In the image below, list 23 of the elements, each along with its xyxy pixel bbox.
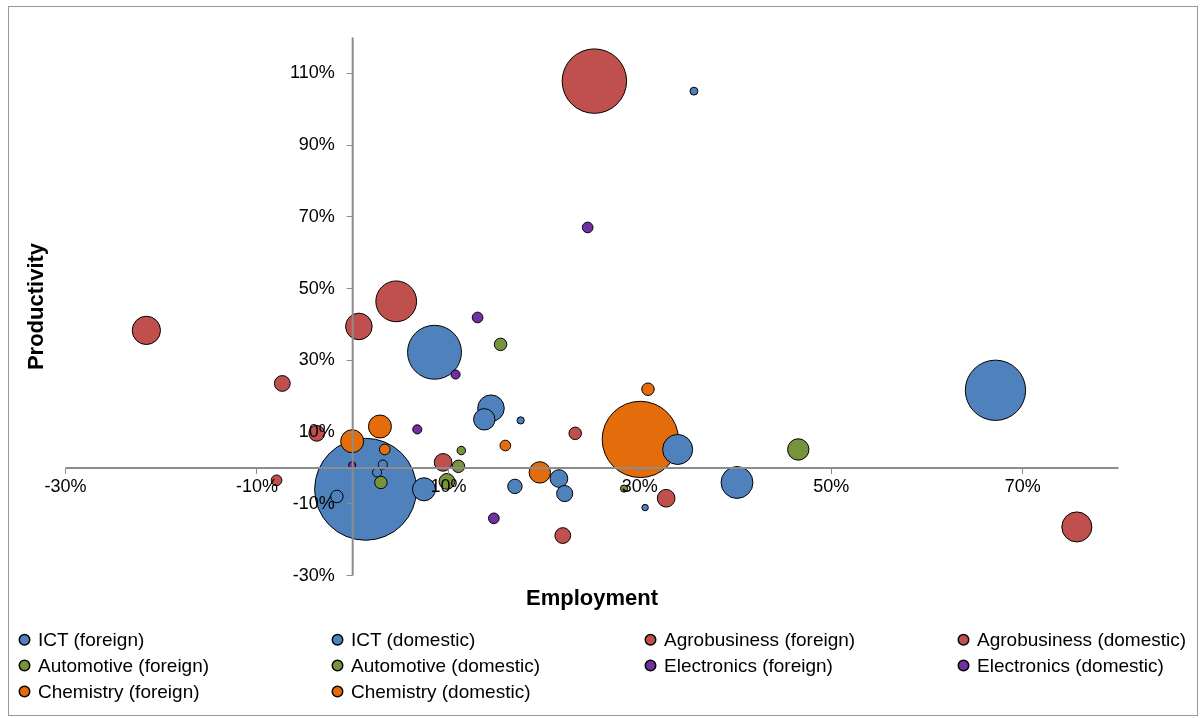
legend-label: ICT (domestic) [351,628,476,650]
x-tick-label: 30% [621,475,658,496]
y-tick-label: 90% [298,134,335,155]
x-tick-label: 50% [813,475,850,496]
legend-label: Agrobusiness (foreign) [664,628,856,650]
x-tick-label: 70% [1004,475,1041,496]
legend-label: Electronics (domestic) [977,654,1164,676]
legend-label: Electronics (foreign) [664,654,833,676]
y-tick-label: -30% [292,564,335,585]
y-tick-label: 70% [298,205,335,226]
y-tick-label: 50% [298,277,335,298]
legend-label: Chemistry (domestic) [351,680,531,702]
y-tick-label: 110% [289,62,335,83]
x-axis-title: Employment [525,584,659,610]
x-tick-label: -10% [235,475,278,496]
legend-label: Chemistry (foreign) [38,680,200,702]
y-tick-label: 30% [298,349,335,370]
y-axis-title: Productivity [22,242,48,371]
legend-label: Automotive (domestic) [351,654,541,676]
legend-label: Agrobusiness (domestic) [977,628,1187,650]
x-tick-label: -30% [44,475,87,496]
legend-label: Automotive (foreign) [38,654,210,676]
legend-label: ICT (foreign) [38,628,145,650]
